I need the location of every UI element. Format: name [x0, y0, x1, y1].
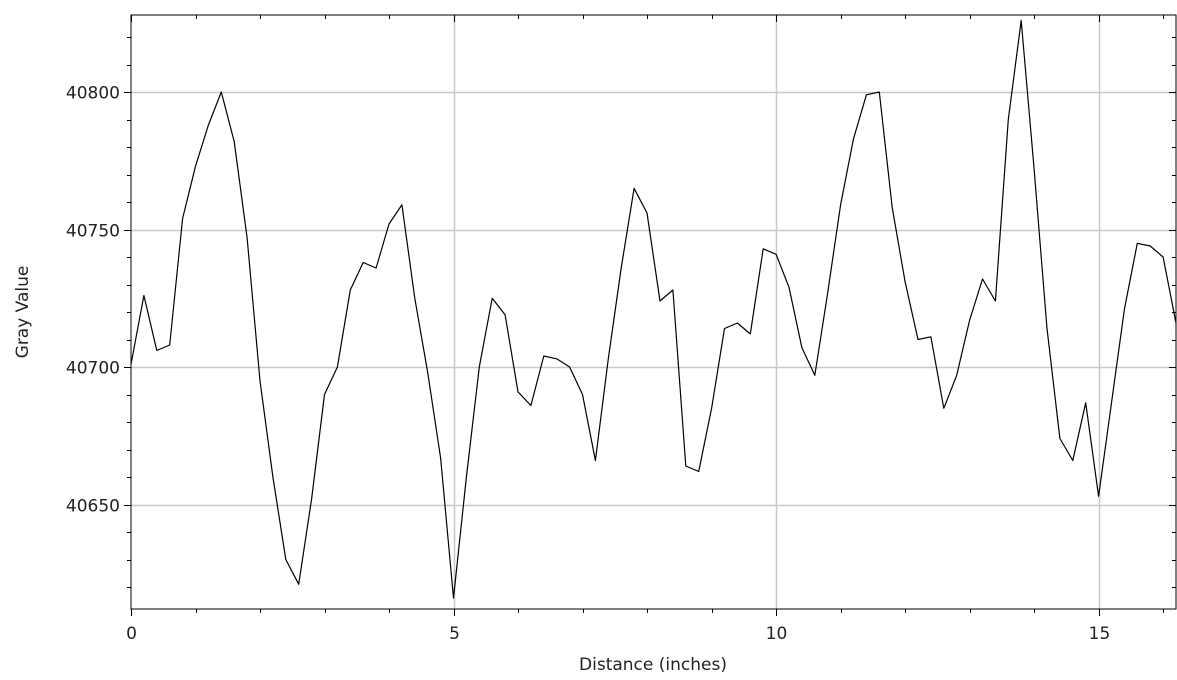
plot-frame — [130, 14, 1177, 610]
y-tick-label: 40800 — [66, 84, 120, 104]
x-tick-label: 0 — [126, 624, 137, 644]
x-tick-label: 10 — [766, 624, 788, 644]
plot-background — [131, 15, 1177, 609]
tick-labels: 0 5 10 15 40650 40700 40750 40800 — [66, 84, 1110, 645]
y-tick-label: 40700 — [66, 359, 120, 379]
x-tick-label: 15 — [1089, 624, 1111, 644]
y-axis-label: Gray Value — [13, 266, 33, 359]
series-layer — [130, 19, 1177, 599]
series-line — [130, 19, 1177, 599]
y-tick-label: 40750 — [66, 222, 120, 242]
grid-lines — [131, 15, 1176, 609]
x-tick-label: 5 — [449, 624, 460, 644]
x-axis-label: Distance (inches) — [579, 655, 727, 675]
y-tick-label: 40650 — [66, 497, 120, 517]
